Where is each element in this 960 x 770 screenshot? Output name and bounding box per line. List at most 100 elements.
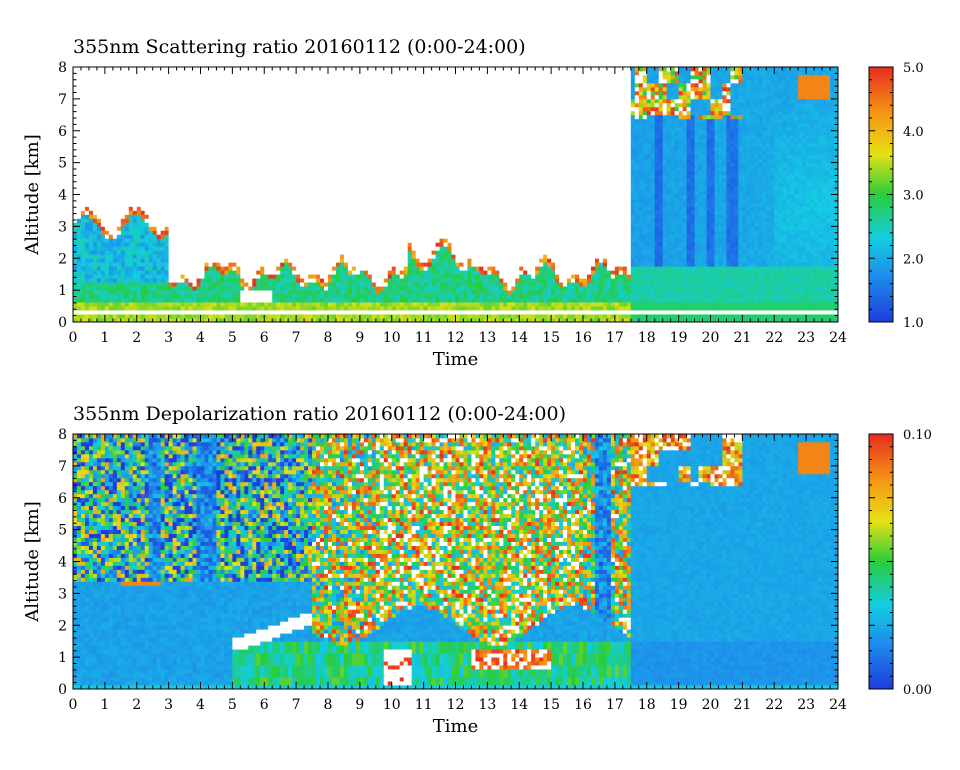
heatmap-cell [109,139,113,143]
heatmap-cell [240,202,244,206]
heatmap-cell [89,222,93,226]
heatmap-cell [328,222,332,226]
heatmap-cell [137,91,141,95]
heatmap-cell [284,270,288,274]
heatmap-cell [81,135,85,139]
heatmap-cell [224,234,228,238]
heatmap-cell [340,226,344,230]
heatmap-cell [336,175,340,179]
heatmap-cell [320,282,324,286]
heatmap-cell [264,206,268,210]
heatmap-cell [300,111,304,115]
heatmap-cell [224,278,228,282]
heatmap-cell [248,79,252,83]
heatmap-cell [368,171,372,175]
heatmap-cell [296,135,300,139]
heatmap-cell [185,99,189,103]
heatmap-cell [216,191,220,195]
heatmap-cell [228,115,232,119]
heatmap-cell [316,278,320,282]
heatmap-cell [248,167,252,171]
heatmap-cell [109,99,113,103]
heatmap-cell [296,95,300,99]
heatmap-cell [252,183,256,187]
heatmap-cell [181,131,185,135]
heatmap-cell [137,234,141,238]
heatmap-cell [201,127,205,131]
heatmap-cell [161,183,165,187]
heatmap-cell [316,238,320,242]
heatmap-cell [380,187,384,191]
heatmap-cell [129,310,133,314]
heatmap-cell [208,187,212,191]
heatmap-cell [189,119,193,123]
heatmap-cell [252,175,256,179]
heatmap-cell [153,159,157,163]
heatmap-cell [288,314,292,318]
heatmap-cell [360,159,364,163]
heatmap-cell [328,107,332,111]
heatmap-cell [360,163,364,167]
heatmap-cell [304,95,308,99]
heatmap-cell [232,191,236,195]
heatmap-cell [157,274,161,278]
heatmap-cell [97,167,101,171]
heatmap-cell [312,179,316,183]
heatmap-cell [288,151,292,155]
heatmap-cell [101,206,105,210]
heatmap-cell [236,302,240,306]
heatmap-cell [153,99,157,103]
heatmap-cell [97,103,101,107]
heatmap-cell [81,238,85,242]
heatmap-cell [264,234,268,238]
heatmap-cell [216,286,220,290]
heatmap-cell [117,314,121,318]
heatmap-cell [336,83,340,87]
heatmap-cell [356,187,360,191]
heatmap-cell [220,107,224,111]
heatmap-cell [129,258,133,262]
heatmap-cell [101,99,105,103]
heatmap-cell [161,191,165,195]
heatmap-cell [300,298,304,302]
heatmap-cell [73,99,77,103]
heatmap-cell [268,286,272,290]
heatmap-cell [324,175,328,179]
heatmap-cell [240,135,244,139]
heatmap-cell [157,167,161,171]
heatmap-cell [117,163,121,167]
heatmap-cell [344,135,348,139]
heatmap-cell [81,167,85,171]
heatmap-cell [201,175,205,179]
heatmap-cell [153,111,157,115]
panel-1: 355nm Scattering ratio 20160112 (0:00-24… [22,36,924,370]
heatmap-cell [304,175,308,179]
heatmap-cell [324,155,328,159]
heatmap-cell [121,171,125,175]
heatmap-cell [193,163,197,167]
heatmap-cell [356,222,360,226]
heatmap-cell [105,230,109,234]
heatmap-cell [197,286,201,290]
heatmap-cell [268,159,272,163]
heatmap-cell [197,87,201,91]
heatmap-cell [356,202,360,206]
heatmap-cell [169,262,173,266]
heatmap-cell [244,258,248,262]
heatmap-cell [145,119,149,123]
heatmap-cell [356,135,360,139]
heatmap-cell [157,230,161,234]
heatmap-cell [201,167,205,171]
heatmap-cell [133,99,137,103]
heatmap-cell [129,71,133,75]
heatmap-cell [149,71,153,75]
heatmap-cell [153,306,157,310]
heatmap-cell [137,175,141,179]
heatmap-cell [360,290,364,294]
heatmap-cell [165,131,169,135]
heatmap-cell [220,286,224,290]
heatmap-cell [300,139,304,143]
heatmap-cell [157,286,161,290]
heatmap-cell [364,95,368,99]
heatmap-cell [304,298,308,302]
